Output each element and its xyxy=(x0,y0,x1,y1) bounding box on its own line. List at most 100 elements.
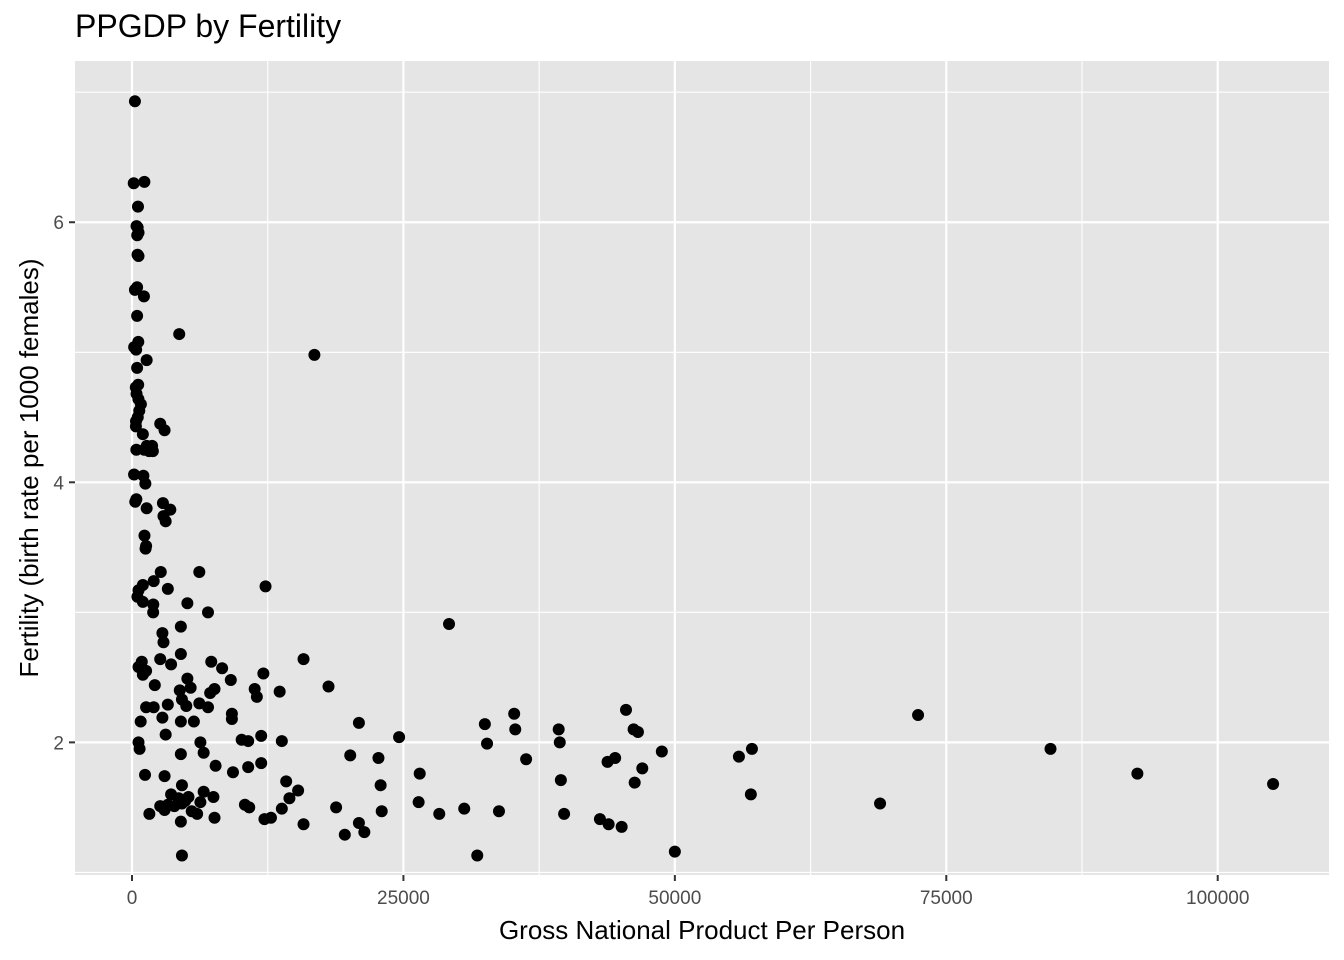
data-point xyxy=(132,250,145,263)
data-point xyxy=(481,737,494,750)
data-point xyxy=(255,757,268,770)
data-point xyxy=(136,595,149,608)
data-point xyxy=(1044,742,1057,755)
data-point xyxy=(593,813,606,826)
data-point xyxy=(255,729,268,742)
data-point xyxy=(636,762,649,775)
data-point xyxy=(250,690,263,703)
data-point xyxy=(194,736,207,749)
data-point xyxy=(174,715,187,728)
data-point xyxy=(443,618,456,631)
data-point xyxy=(553,736,566,749)
y-tick-label: 6 xyxy=(53,213,64,234)
data-point xyxy=(131,309,144,322)
data-point xyxy=(139,542,152,555)
data-point xyxy=(193,566,206,579)
data-points xyxy=(127,95,1280,862)
data-point xyxy=(344,749,357,762)
data-point xyxy=(208,811,221,824)
data-point xyxy=(156,627,169,640)
data-point xyxy=(174,815,187,828)
data-point xyxy=(161,698,174,711)
data-point xyxy=(668,845,681,858)
data-point xyxy=(174,748,187,761)
data-point xyxy=(143,807,156,820)
data-point xyxy=(558,807,571,820)
data-point xyxy=(552,723,565,736)
data-point xyxy=(458,802,471,815)
data-point xyxy=(620,703,632,716)
data-point xyxy=(139,768,152,781)
data-point xyxy=(393,731,406,744)
data-point xyxy=(131,281,144,294)
data-point xyxy=(175,779,188,792)
data-point xyxy=(275,802,288,815)
data-point xyxy=(202,701,214,714)
data-point xyxy=(128,468,141,481)
x-tick-label: 100000 xyxy=(1186,888,1249,909)
data-point xyxy=(174,620,187,633)
data-point xyxy=(158,424,171,437)
data-point xyxy=(159,515,172,528)
data-point xyxy=(140,354,153,367)
data-point xyxy=(308,348,321,361)
data-point xyxy=(338,828,351,841)
data-point xyxy=(375,805,388,818)
data-point xyxy=(292,784,305,797)
data-point xyxy=(216,662,229,675)
data-point xyxy=(181,672,194,685)
data-point xyxy=(257,667,270,680)
data-point xyxy=(159,728,172,741)
data-point xyxy=(136,668,149,681)
minor-gridlines xyxy=(75,61,1329,875)
data-point xyxy=(912,709,925,722)
data-point xyxy=(297,818,310,831)
x-tick-label: 0 xyxy=(127,888,138,909)
x-tick-label: 50000 xyxy=(648,888,701,909)
data-point xyxy=(352,816,365,829)
data-point xyxy=(874,797,887,810)
data-point xyxy=(139,477,152,490)
x-tick-labels: 0 25000 50000 75000 100000 xyxy=(127,888,1250,909)
data-point xyxy=(358,826,371,839)
data-point xyxy=(243,801,256,814)
data-point xyxy=(602,818,615,831)
data-point xyxy=(148,679,161,692)
chart-title: PPGDP by Fertility xyxy=(75,8,342,44)
data-point xyxy=(601,755,614,768)
data-point xyxy=(478,718,491,731)
y-tick-label: 2 xyxy=(53,733,64,754)
data-point xyxy=(127,177,140,190)
data-point xyxy=(187,715,200,728)
data-point xyxy=(197,746,210,759)
data-point xyxy=(732,750,745,763)
data-point xyxy=(242,761,255,774)
data-point xyxy=(374,779,387,792)
data-point xyxy=(297,653,310,666)
data-point xyxy=(628,776,641,789)
y-tick-labels: 2 4 6 xyxy=(53,213,64,754)
data-point xyxy=(133,742,146,755)
data-point xyxy=(197,785,210,798)
data-point xyxy=(137,290,150,303)
data-point xyxy=(631,725,644,738)
data-point xyxy=(322,680,335,693)
data-point xyxy=(165,658,178,671)
data-point xyxy=(175,849,188,862)
plot-panel xyxy=(75,61,1329,875)
data-point xyxy=(147,606,160,619)
data-point xyxy=(280,775,293,788)
data-point xyxy=(180,699,193,712)
data-point xyxy=(275,735,288,748)
data-point xyxy=(128,95,141,108)
data-point xyxy=(264,811,277,824)
data-point xyxy=(413,767,426,780)
data-point xyxy=(131,229,144,242)
data-point xyxy=(147,575,160,588)
data-point xyxy=(744,788,757,801)
data-point xyxy=(205,655,218,668)
data-point xyxy=(157,636,170,649)
data-point xyxy=(154,566,167,579)
data-point xyxy=(554,774,567,787)
